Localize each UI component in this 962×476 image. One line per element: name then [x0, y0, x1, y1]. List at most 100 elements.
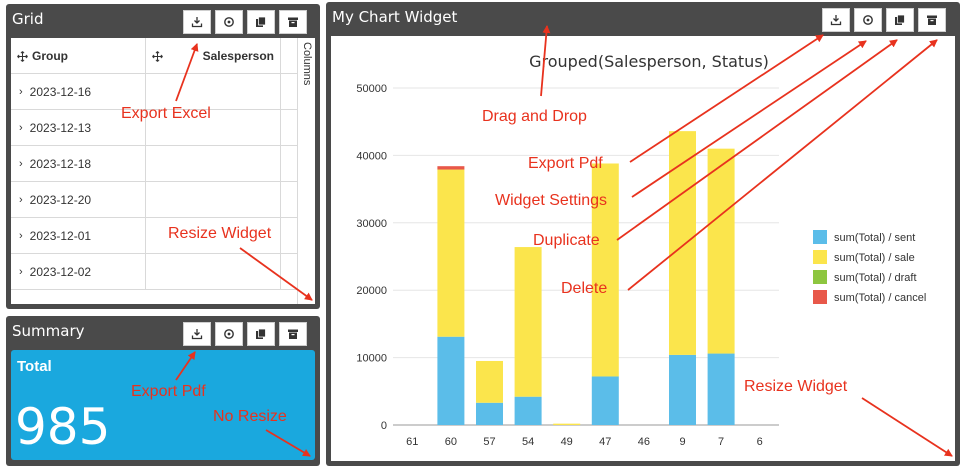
grid-group-cell[interactable]: › 2023-12-02 — [11, 254, 146, 290]
annotation-delete: Delete — [561, 280, 608, 297]
legend-label: sum(Total) / draft — [834, 272, 917, 284]
delete-button[interactable] — [279, 10, 307, 34]
bar-segment — [591, 163, 619, 377]
summary-card-label: Total — [17, 358, 52, 375]
x-tick-label: 7 — [718, 436, 724, 448]
bar-segment — [437, 169, 465, 337]
grid-salesperson-cell — [146, 146, 281, 182]
move-icon[interactable] — [152, 50, 163, 62]
export-pdf-button[interactable] — [822, 8, 850, 32]
bar-segment — [669, 354, 696, 425]
grid-salesperson-cell — [146, 182, 281, 218]
settings-icon — [863, 15, 873, 25]
export-icon — [191, 17, 203, 28]
widget-toolbar — [822, 8, 946, 32]
salesperson-column-label: Salesperson — [202, 49, 274, 63]
delete-button[interactable] — [918, 8, 946, 32]
annotation-drag-and-drop: Drag and Drop — [482, 108, 587, 125]
duplicate-button[interactable] — [886, 8, 914, 32]
grid-body: Group Salesperson › 2023-12-16 › 2023-12-13… — [11, 38, 315, 304]
chevron-right-icon[interactable]: › — [19, 194, 23, 206]
grid-salesperson-cell — [146, 218, 281, 254]
grid-rows: › 2023-12-16 › 2023-12-13 › 2023-12-18 › 2023-1… — [11, 74, 297, 290]
legend-swatch — [813, 250, 827, 264]
chart-widget[interactable]: My Chart Widget Grouped(Salesperson, Sta… — [326, 2, 960, 466]
y-tick-label: 0 — [381, 420, 387, 432]
delete-button[interactable] — [279, 322, 307, 346]
grid-row[interactable]: › 2023-12-20 — [11, 182, 297, 218]
grid-row[interactable]: › 2023-12-01 — [11, 218, 297, 254]
move-icon[interactable] — [17, 50, 28, 62]
chart-body: Grouped(Salesperson, Status) 0 10000 20000 3… — [331, 36, 955, 461]
annotation-resize-widget-chart: Resize Widget — [744, 378, 848, 395]
salesperson-column-header[interactable]: Salesperson — [146, 38, 281, 74]
x-tick-label: 9 — [679, 436, 685, 448]
grid-row-label: 2023-12-13 — [29, 121, 92, 135]
bar-segment — [591, 376, 619, 425]
duplicate-button[interactable] — [247, 10, 275, 34]
grid-row[interactable]: › 2023-12-02 — [11, 254, 297, 290]
grid-row-label: 2023-12-16 — [29, 85, 92, 99]
legend-swatch — [813, 270, 827, 284]
duplicate-icon — [895, 14, 905, 25]
widget-settings-button[interactable] — [215, 10, 243, 34]
y-tick-label: 20000 — [356, 285, 387, 297]
grid-header: Group Salesperson — [11, 38, 297, 74]
grid-group-cell[interactable]: › 2023-12-18 — [11, 146, 146, 182]
settings-icon — [224, 329, 234, 339]
export-excel-button[interactable] — [183, 10, 211, 34]
chevron-right-icon[interactable]: › — [19, 230, 23, 242]
export-pdf-button[interactable] — [183, 322, 211, 346]
bar-segment — [514, 396, 542, 425]
grid-row[interactable]: › 2023-12-13 — [11, 110, 297, 146]
y-tick-label: 40000 — [356, 150, 387, 162]
annotation-export-pdf-summary: Export Pdf — [131, 383, 206, 400]
chevron-right-icon[interactable]: › — [19, 86, 23, 98]
group-column-header[interactable]: Group — [11, 38, 146, 74]
columns-side-label: Columns — [301, 42, 313, 86]
bar-segment — [437, 166, 465, 170]
legend-label: sum(Total) / sale — [834, 252, 915, 264]
grid-row[interactable]: › 2023-12-18 — [11, 146, 297, 182]
grid-salesperson-cell — [146, 110, 281, 146]
grid-row[interactable]: › 2023-12-16 — [11, 74, 297, 110]
x-tick-label: 60 — [445, 436, 457, 448]
legend-label: sum(Total) / cancel — [834, 292, 926, 304]
y-tick-label: 30000 — [356, 218, 387, 230]
y-tick-label: 10000 — [356, 353, 387, 365]
summary-widget[interactable]: Summary Total 985 — [6, 316, 320, 466]
widget-title[interactable]: Summary — [12, 322, 85, 340]
grid-group-cell[interactable]: › 2023-12-13 — [11, 110, 146, 146]
settings-icon — [224, 17, 234, 27]
widget-settings-button[interactable] — [854, 8, 882, 32]
bar-segment — [476, 360, 503, 403]
grid-row-label: 2023-12-02 — [29, 265, 92, 279]
bar-segment — [514, 247, 542, 397]
grid-widget[interactable]: Grid Group Salesp — [6, 4, 320, 309]
grid-group-cell[interactable]: › 2023-12-01 — [11, 218, 146, 254]
legend-swatch — [813, 230, 827, 244]
legend-swatch — [813, 290, 827, 304]
export-icon — [191, 329, 203, 340]
widget-title[interactable]: Grid — [12, 10, 44, 28]
bar-segment — [476, 402, 503, 425]
summary-card-value: 985 — [15, 398, 111, 456]
chevron-right-icon[interactable]: › — [19, 122, 23, 134]
legend-label: sum(Total) / sent — [834, 232, 915, 244]
widget-settings-button[interactable] — [215, 322, 243, 346]
columns-side-panel[interactable]: Columns — [297, 38, 315, 304]
grid-row-label: 2023-12-01 — [29, 229, 92, 243]
duplicate-button[interactable] — [247, 322, 275, 346]
chevron-right-icon[interactable]: › — [19, 158, 23, 170]
grid-group-cell[interactable]: › 2023-12-20 — [11, 182, 146, 218]
grid-group-cell[interactable]: › 2023-12-16 — [11, 74, 146, 110]
widget-title[interactable]: My Chart Widget — [332, 8, 458, 26]
annotation-duplicate: Duplicate — [533, 232, 600, 249]
group-column-label: Group — [32, 49, 68, 63]
grid-row-label: 2023-12-18 — [29, 157, 92, 171]
grid-salesperson-cell — [146, 254, 281, 290]
annotation-widget-settings: Widget Settings — [495, 192, 608, 209]
chevron-right-icon[interactable]: › — [19, 266, 23, 278]
grid-row-label: 2023-12-20 — [29, 193, 92, 207]
grid-salesperson-cell — [146, 74, 281, 110]
